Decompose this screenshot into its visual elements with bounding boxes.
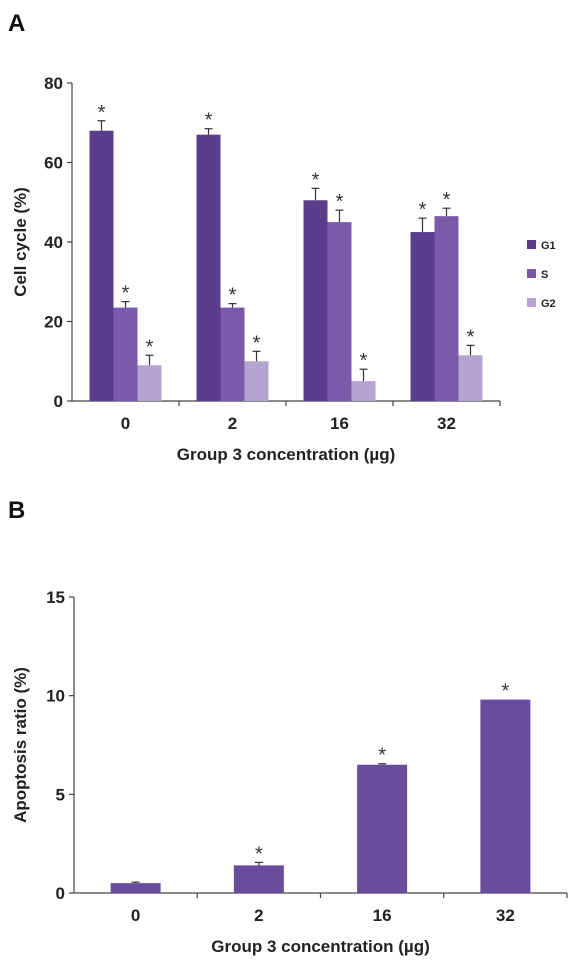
significance-marker: * (419, 199, 427, 221)
y-tick-label: 20 (44, 313, 63, 332)
x-tick-label: 0 (121, 414, 130, 433)
significance-marker: * (501, 681, 509, 703)
panel-a-letter: A (8, 10, 26, 37)
x-axis-title: Group 3 concentration (µg) (177, 445, 396, 464)
legend-label-s: S (541, 269, 548, 281)
y-tick-label: 0 (56, 884, 65, 903)
bar-apoptosis-32 (480, 699, 531, 893)
significance-marker: * (360, 350, 368, 372)
y-axis-title: Apoptosis ratio (%) (11, 667, 30, 823)
x-tick-label: 2 (254, 906, 263, 925)
significance-marker: * (122, 283, 130, 305)
legend-swatch-g2 (527, 298, 536, 307)
y-tick-label: 60 (44, 154, 63, 173)
x-axis-title: Group 3 concentration (µg) (211, 937, 430, 956)
legend-label-g2: G2 (541, 298, 556, 310)
panel-b-letter: B (8, 497, 26, 524)
x-tick-label: 16 (373, 906, 392, 925)
y-tick-label: 5 (56, 785, 65, 804)
legend-label-g1: G1 (541, 240, 556, 252)
y-tick-label: 15 (46, 588, 65, 607)
bar-s-0 (113, 307, 138, 401)
significance-marker: * (467, 326, 475, 348)
bar-g1-32 (410, 232, 435, 401)
x-tick-label: 2 (228, 414, 237, 433)
significance-marker: * (146, 336, 154, 358)
bar-g2-32 (458, 355, 483, 401)
bar-g1-16 (303, 200, 328, 401)
significance-marker: * (229, 285, 237, 307)
bar-s-32 (434, 216, 459, 401)
bar-s-16 (327, 222, 352, 401)
bar-g2-0 (137, 365, 162, 401)
x-tick-label: 32 (437, 414, 456, 433)
x-tick-label: 32 (496, 906, 515, 925)
apoptosis-chart: 0 5 10 15 0 * 2 * 16 * 32 Group 3 concentration (µg… (11, 588, 568, 956)
bar-apoptosis-16 (357, 764, 408, 893)
significance-marker: * (378, 745, 386, 767)
bar-g2-2 (244, 361, 269, 401)
legend-swatch-s (527, 269, 536, 278)
significance-marker: * (98, 102, 106, 124)
significance-marker: * (253, 332, 261, 354)
y-axis-title: Cell cycle (%) (11, 187, 30, 297)
y-tick-label: 80 (44, 74, 63, 93)
x-tick-label: 0 (131, 906, 140, 925)
bar-apoptosis-0 (110, 883, 161, 893)
significance-marker: * (255, 843, 263, 865)
y-tick-label: 0 (54, 392, 63, 411)
bar-apoptosis-2 (233, 865, 284, 893)
bar-g2-16 (351, 381, 376, 401)
cell-cycle-chart: 0 20 40 60 80 * * * 0 * * * 2 * * * 16 * * * 32 Group 3 conce… (11, 74, 556, 464)
significance-marker: * (205, 110, 213, 132)
y-tick-label: 10 (46, 687, 65, 706)
bar-g1-2 (196, 134, 221, 402)
x-tick-label: 16 (330, 414, 349, 433)
significance-marker: * (443, 189, 451, 211)
bar-s-2 (220, 307, 245, 401)
legend-swatch-g1 (527, 240, 536, 249)
significance-marker: * (336, 191, 344, 213)
y-tick-label: 40 (44, 233, 63, 252)
bar-g1-0 (89, 130, 114, 401)
significance-marker: * (312, 169, 320, 191)
